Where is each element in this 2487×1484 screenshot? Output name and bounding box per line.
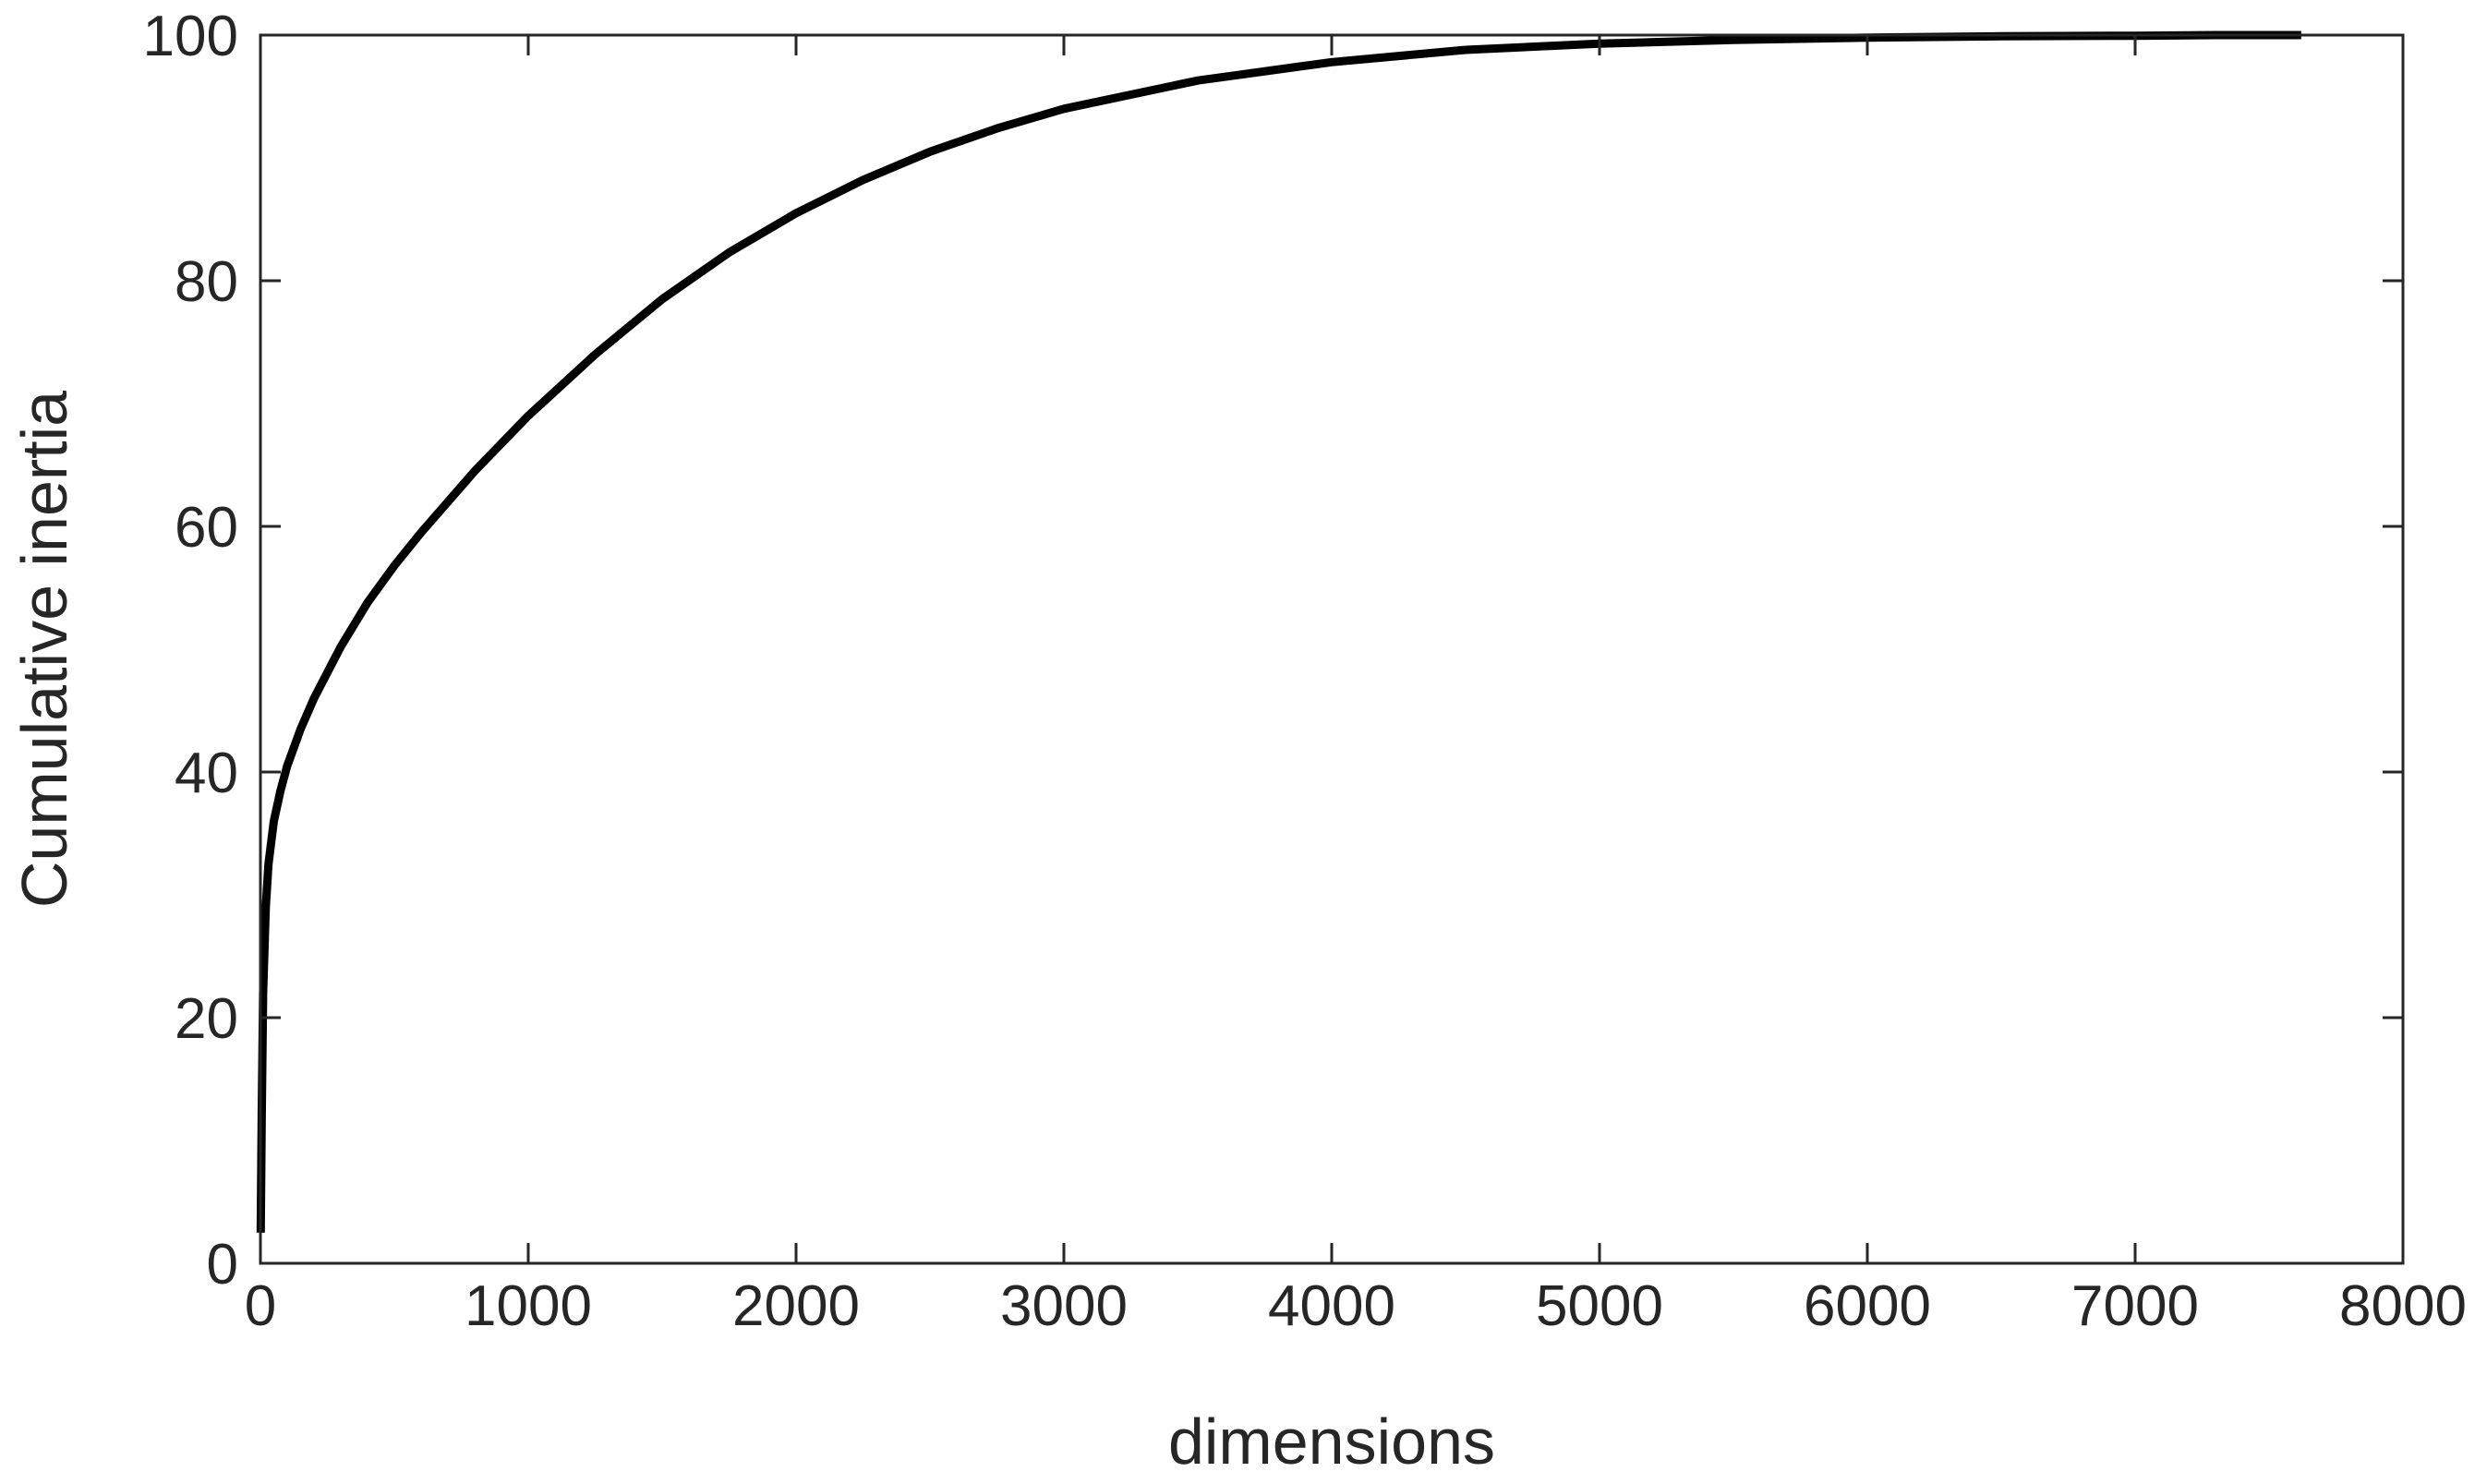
plot-area [256,30,2301,1233]
x-tick-label: 1000 [465,1274,592,1338]
x-tick-label: 8000 [2339,1274,2467,1338]
x-axis-label: dimensions [1168,1406,1495,1478]
x-tick-label: 0 [245,1274,276,1338]
y-tick-label: 60 [175,496,238,560]
y-tick-label: 100 [143,5,238,68]
axes-frame [259,33,2405,1265]
x-tick-label: 4000 [1268,1274,1395,1338]
y-tick-label: 0 [207,1233,238,1297]
cumulative-inertia-line [256,30,2301,1233]
axis-ticks [259,33,2405,1265]
y-axis-label: Cumulative inertia [8,391,80,908]
x-tick-label: 2000 [732,1274,860,1338]
x-tick-label: 3000 [1000,1274,1128,1338]
x-tick-label: 5000 [1536,1274,1663,1338]
x-tick-label: 7000 [2071,1274,2199,1338]
x-tick-label: 6000 [1804,1274,1931,1338]
y-tick-label: 20 [175,987,238,1051]
y-tick-label: 80 [175,250,238,314]
y-tick-label: 40 [175,742,238,805]
tick-labels: 0 1000 2000 3000 4000 5000 6000 7000 8000 0 20 40 60… [143,5,2467,1338]
